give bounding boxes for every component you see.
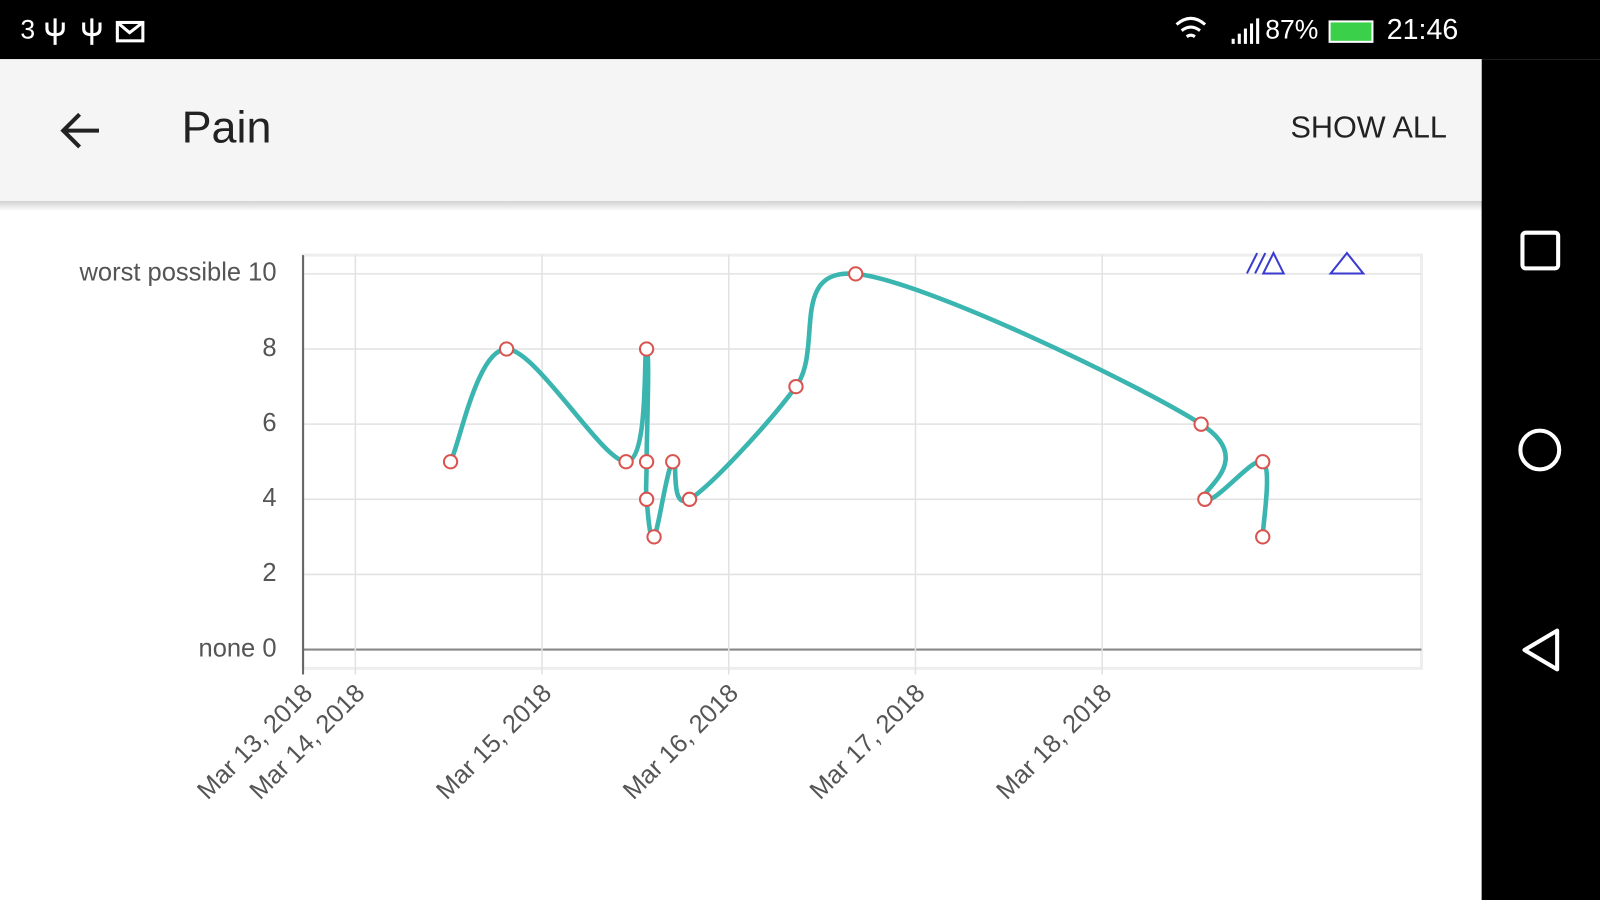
- data-point: [646, 529, 662, 545]
- y-tick-label: worst possible 10: [79, 259, 277, 287]
- signal-icon: [1231, 18, 1260, 44]
- home-button[interactable]: [1518, 428, 1562, 472]
- y-tick-label: 6: [262, 409, 276, 437]
- data-point: [638, 454, 655, 470]
- event-markers: [1246, 250, 1366, 275]
- data-point: [1197, 491, 1213, 507]
- data-point: [498, 341, 515, 357]
- data-point: [788, 378, 804, 395]
- data-point: [1255, 529, 1271, 545]
- x-tick-label: Mar 16, 2018: [618, 679, 744, 805]
- data-point: [442, 454, 459, 470]
- x-tick-label: Mar 17, 2018: [805, 679, 931, 805]
- plot-area: [301, 253, 1423, 670]
- data-point: [638, 491, 655, 507]
- up-button[interactable]: [60, 112, 99, 149]
- data-point: [1255, 454, 1271, 470]
- data-point: [665, 454, 681, 470]
- carrier: 3: [20, 15, 35, 45]
- y-tick-label: 2: [262, 559, 276, 587]
- data-point: [681, 491, 698, 507]
- data-point: [1193, 416, 1209, 432]
- y-tick-label: none 0: [199, 634, 277, 662]
- data-point: [848, 266, 864, 282]
- battery-icon: [1328, 20, 1374, 43]
- app-bar-shadow: [0, 201, 1482, 212]
- battery-level: 87%: [1265, 15, 1318, 45]
- y-tick-label: 4: [262, 484, 276, 512]
- data-point: [638, 341, 655, 357]
- status-icons: [45, 16, 1207, 45]
- clock: 21:46: [1387, 14, 1458, 46]
- data-point: [618, 454, 634, 470]
- screen-title: Pain: [182, 101, 272, 152]
- nav-bar: [1481, 59, 1600, 900]
- x-tick-label: Mar 18, 2018: [991, 679, 1117, 805]
- back-button[interactable]: [1522, 628, 1560, 672]
- show-all-button[interactable]: SHOW ALL: [1290, 111, 1447, 145]
- app-bar: [0, 59, 1482, 202]
- y-tick-label: 8: [262, 334, 276, 362]
- recents-button[interactable]: [1520, 230, 1561, 271]
- x-tick-label: Mar 15, 2018: [431, 679, 557, 805]
